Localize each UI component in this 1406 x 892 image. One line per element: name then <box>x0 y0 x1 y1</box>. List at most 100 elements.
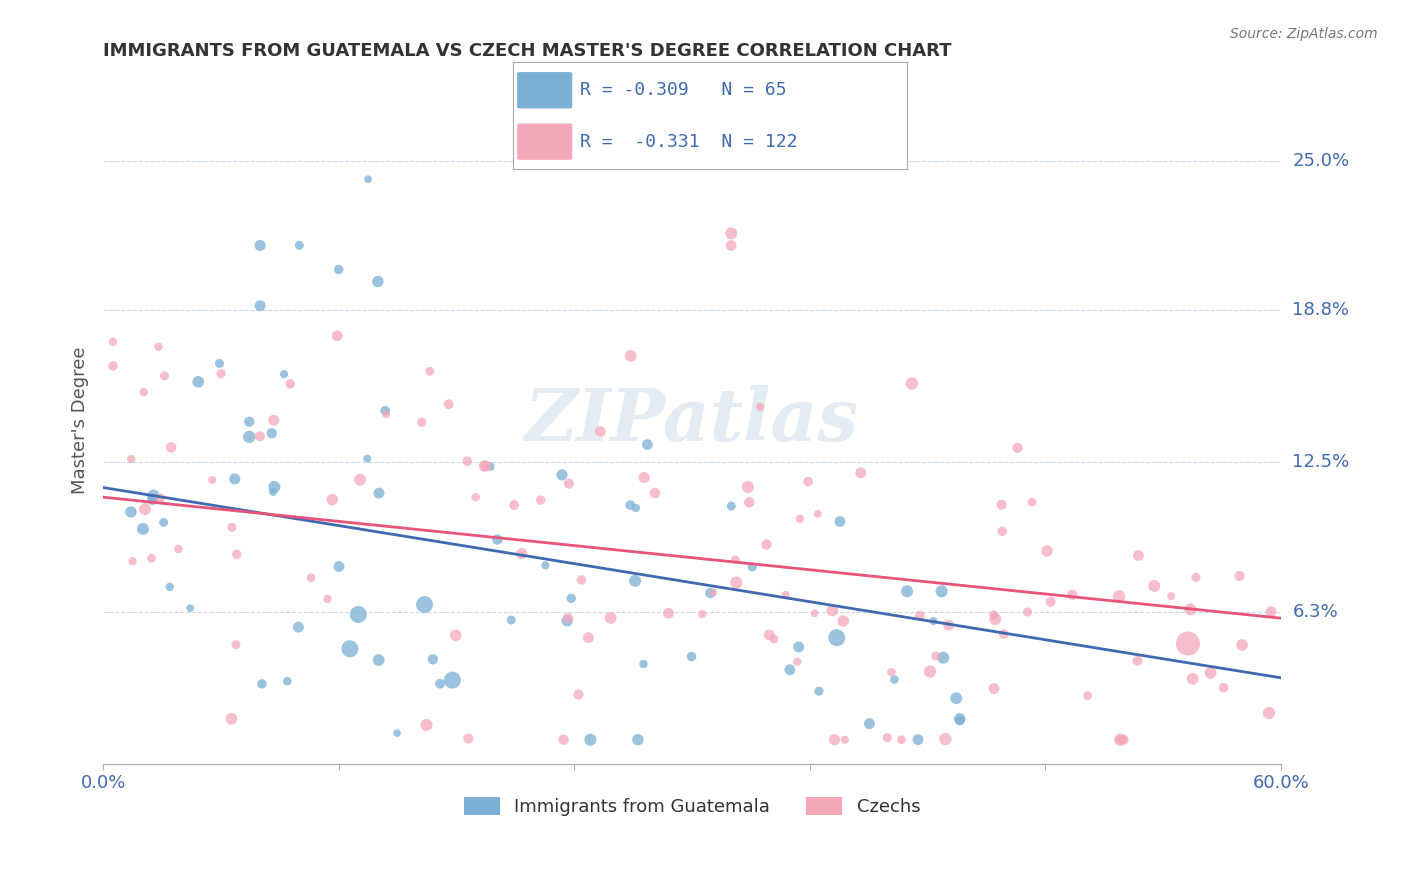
Text: ZIPatlas: ZIPatlas <box>524 384 859 456</box>
Point <box>567 688 589 702</box>
Point <box>692 607 714 621</box>
Point <box>786 655 808 669</box>
Point <box>501 613 523 627</box>
Point <box>368 486 391 500</box>
Point <box>1355 547 1378 561</box>
Point <box>1126 654 1149 668</box>
Point <box>1180 602 1202 616</box>
Point <box>328 262 350 277</box>
Point <box>807 507 830 521</box>
Point <box>1212 681 1234 695</box>
Point <box>725 575 748 590</box>
Point <box>858 716 880 731</box>
Point <box>824 732 846 747</box>
Point <box>896 584 918 599</box>
Point <box>141 492 163 507</box>
Point <box>1109 732 1132 747</box>
Text: IMMIGRANTS FROM GUATEMALA VS CZECH MASTER'S DEGREE CORRELATION CHART: IMMIGRANTS FROM GUATEMALA VS CZECH MASTE… <box>103 42 952 60</box>
Point <box>413 598 436 612</box>
Point <box>101 334 124 349</box>
Point <box>238 430 260 444</box>
Point <box>551 467 574 482</box>
Point <box>741 560 763 574</box>
Point <box>832 614 855 628</box>
Point <box>221 520 243 534</box>
Y-axis label: Master's Degree: Master's Degree <box>72 346 89 494</box>
Point <box>1108 732 1130 747</box>
Point <box>278 376 301 391</box>
Text: R =  -0.331  N = 122: R = -0.331 N = 122 <box>581 133 797 151</box>
Point <box>789 512 811 526</box>
Point <box>834 732 856 747</box>
Text: R = -0.309   N = 65: R = -0.309 N = 65 <box>581 81 787 99</box>
Point <box>321 492 343 507</box>
Point <box>849 466 872 480</box>
Point <box>1108 590 1130 604</box>
Point <box>993 627 1015 641</box>
Point <box>699 586 721 600</box>
Point <box>763 632 786 646</box>
Point <box>571 573 593 587</box>
Point <box>1185 570 1208 584</box>
Point <box>1181 672 1204 686</box>
Point <box>437 397 460 411</box>
Point <box>627 732 650 747</box>
Point <box>101 359 124 373</box>
Point <box>560 591 582 606</box>
Text: 25.0%: 25.0% <box>1292 152 1350 170</box>
Point <box>148 340 170 354</box>
Point <box>260 426 283 441</box>
Point <box>658 606 681 620</box>
Point <box>464 490 486 504</box>
Point <box>187 375 209 389</box>
Point <box>1062 588 1084 602</box>
Point <box>288 238 311 252</box>
Point <box>1021 495 1043 509</box>
Point <box>357 172 380 186</box>
Point <box>1112 732 1135 747</box>
Point <box>299 571 322 585</box>
Point <box>934 731 956 746</box>
Point <box>945 691 967 706</box>
Point <box>375 407 398 421</box>
Point <box>949 712 972 726</box>
Point <box>328 559 350 574</box>
FancyBboxPatch shape <box>517 123 572 160</box>
Point <box>1036 544 1059 558</box>
Point <box>1310 732 1333 747</box>
Point <box>1128 549 1150 563</box>
Point <box>134 502 156 516</box>
FancyBboxPatch shape <box>517 72 572 109</box>
Point <box>422 652 444 666</box>
Point <box>644 486 666 500</box>
Point <box>775 588 797 602</box>
Point <box>225 547 247 561</box>
Point <box>1039 595 1062 609</box>
Point <box>486 533 509 547</box>
Point <box>1258 706 1281 720</box>
Point <box>120 452 142 467</box>
Point <box>932 650 955 665</box>
Point <box>633 657 655 671</box>
Point <box>1007 441 1029 455</box>
Point <box>1333 668 1355 682</box>
Point <box>152 516 174 530</box>
Point <box>720 499 742 513</box>
Point <box>141 551 163 566</box>
Point <box>758 628 780 642</box>
Point <box>589 425 612 439</box>
Point <box>287 620 309 634</box>
Point <box>619 498 641 512</box>
Point <box>749 400 772 414</box>
Point <box>208 356 231 370</box>
Point <box>1160 589 1182 603</box>
Point <box>624 574 647 588</box>
Point <box>931 584 953 599</box>
Point <box>249 429 271 443</box>
Point <box>249 299 271 313</box>
Point <box>209 367 232 381</box>
Point <box>374 403 396 417</box>
Point <box>990 498 1012 512</box>
Point <box>1017 605 1039 619</box>
Point <box>479 459 502 474</box>
